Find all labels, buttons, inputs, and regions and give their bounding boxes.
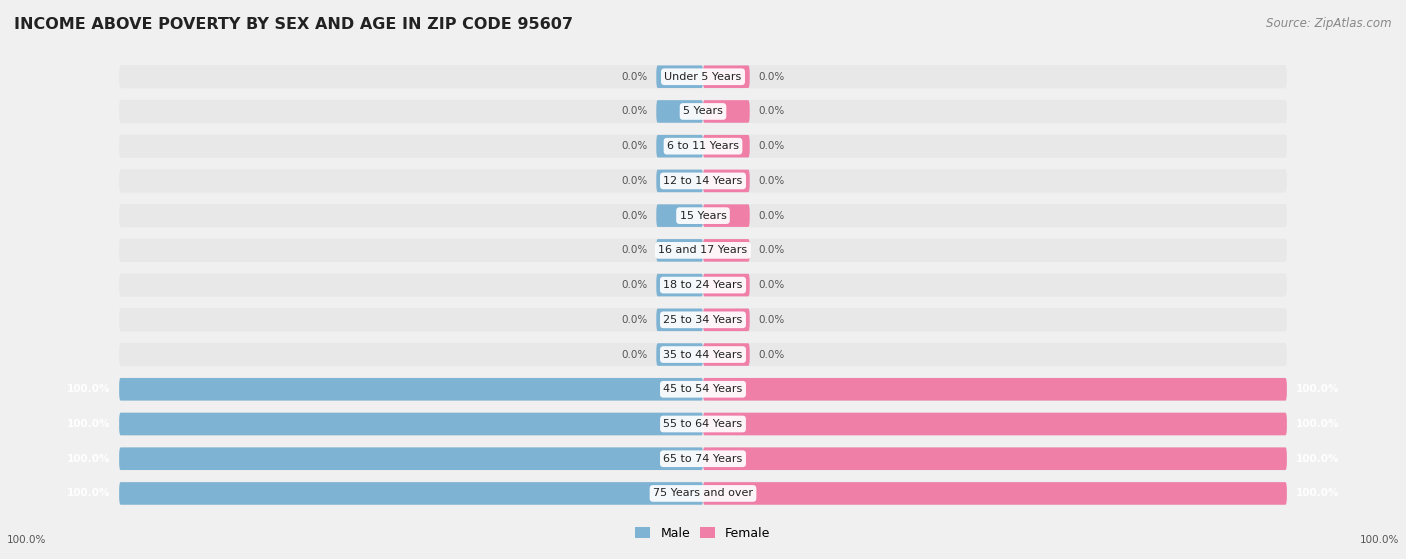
- FancyBboxPatch shape: [120, 308, 1286, 331]
- Text: Source: ZipAtlas.com: Source: ZipAtlas.com: [1267, 17, 1392, 30]
- Text: 15 Years: 15 Years: [679, 211, 727, 221]
- FancyBboxPatch shape: [120, 378, 1286, 401]
- Text: 0.0%: 0.0%: [621, 72, 648, 82]
- FancyBboxPatch shape: [703, 169, 749, 192]
- FancyBboxPatch shape: [657, 65, 703, 88]
- FancyBboxPatch shape: [120, 447, 703, 470]
- FancyBboxPatch shape: [703, 135, 749, 158]
- Text: 16 and 17 Years: 16 and 17 Years: [658, 245, 748, 255]
- Text: 0.0%: 0.0%: [621, 245, 648, 255]
- Text: 0.0%: 0.0%: [758, 245, 785, 255]
- Text: INCOME ABOVE POVERTY BY SEX AND AGE IN ZIP CODE 95607: INCOME ABOVE POVERTY BY SEX AND AGE IN Z…: [14, 17, 574, 32]
- Text: 6 to 11 Years: 6 to 11 Years: [666, 141, 740, 151]
- Text: 65 to 74 Years: 65 to 74 Years: [664, 454, 742, 464]
- Text: 100.0%: 100.0%: [67, 419, 111, 429]
- Text: 100.0%: 100.0%: [67, 489, 111, 499]
- Text: Under 5 Years: Under 5 Years: [665, 72, 741, 82]
- FancyBboxPatch shape: [703, 309, 749, 331]
- FancyBboxPatch shape: [657, 169, 703, 192]
- FancyBboxPatch shape: [703, 447, 1286, 470]
- Text: 18 to 24 Years: 18 to 24 Years: [664, 280, 742, 290]
- Text: 12 to 14 Years: 12 to 14 Years: [664, 176, 742, 186]
- Text: 35 to 44 Years: 35 to 44 Years: [664, 349, 742, 359]
- FancyBboxPatch shape: [120, 378, 703, 401]
- Text: 0.0%: 0.0%: [621, 106, 648, 116]
- Text: 0.0%: 0.0%: [758, 349, 785, 359]
- Text: 100.0%: 100.0%: [7, 535, 46, 545]
- FancyBboxPatch shape: [657, 274, 703, 296]
- FancyBboxPatch shape: [703, 482, 1286, 505]
- FancyBboxPatch shape: [703, 274, 749, 296]
- Text: 100.0%: 100.0%: [1295, 419, 1339, 429]
- FancyBboxPatch shape: [657, 343, 703, 366]
- Text: 0.0%: 0.0%: [621, 349, 648, 359]
- FancyBboxPatch shape: [120, 343, 1286, 366]
- FancyBboxPatch shape: [703, 65, 749, 88]
- FancyBboxPatch shape: [120, 482, 1286, 505]
- Text: 0.0%: 0.0%: [621, 315, 648, 325]
- Text: 75 Years and over: 75 Years and over: [652, 489, 754, 499]
- FancyBboxPatch shape: [703, 413, 1286, 435]
- Text: 100.0%: 100.0%: [1295, 454, 1339, 464]
- FancyBboxPatch shape: [703, 343, 749, 366]
- FancyBboxPatch shape: [657, 135, 703, 158]
- Text: 0.0%: 0.0%: [621, 176, 648, 186]
- Text: 0.0%: 0.0%: [621, 141, 648, 151]
- FancyBboxPatch shape: [657, 205, 703, 227]
- Text: 100.0%: 100.0%: [1295, 384, 1339, 394]
- FancyBboxPatch shape: [120, 100, 1286, 123]
- FancyBboxPatch shape: [703, 378, 1286, 401]
- FancyBboxPatch shape: [120, 204, 1286, 228]
- Text: 0.0%: 0.0%: [758, 315, 785, 325]
- FancyBboxPatch shape: [120, 413, 1286, 435]
- Text: 100.0%: 100.0%: [1360, 535, 1399, 545]
- Text: 0.0%: 0.0%: [621, 211, 648, 221]
- Legend: Male, Female: Male, Female: [630, 522, 776, 544]
- Text: 0.0%: 0.0%: [758, 141, 785, 151]
- FancyBboxPatch shape: [657, 309, 703, 331]
- FancyBboxPatch shape: [657, 239, 703, 262]
- FancyBboxPatch shape: [703, 239, 749, 262]
- Text: 0.0%: 0.0%: [758, 72, 785, 82]
- Text: 0.0%: 0.0%: [758, 106, 785, 116]
- FancyBboxPatch shape: [703, 205, 749, 227]
- FancyBboxPatch shape: [703, 100, 749, 123]
- Text: 55 to 64 Years: 55 to 64 Years: [664, 419, 742, 429]
- Text: 0.0%: 0.0%: [758, 176, 785, 186]
- FancyBboxPatch shape: [120, 273, 1286, 297]
- Text: 0.0%: 0.0%: [758, 211, 785, 221]
- FancyBboxPatch shape: [120, 135, 1286, 158]
- Text: 0.0%: 0.0%: [621, 280, 648, 290]
- Text: 25 to 34 Years: 25 to 34 Years: [664, 315, 742, 325]
- FancyBboxPatch shape: [657, 100, 703, 123]
- FancyBboxPatch shape: [120, 239, 1286, 262]
- Text: 100.0%: 100.0%: [1295, 489, 1339, 499]
- Text: 45 to 54 Years: 45 to 54 Years: [664, 384, 742, 394]
- FancyBboxPatch shape: [120, 413, 703, 435]
- Text: 100.0%: 100.0%: [67, 454, 111, 464]
- Text: 5 Years: 5 Years: [683, 106, 723, 116]
- Text: 100.0%: 100.0%: [67, 384, 111, 394]
- FancyBboxPatch shape: [120, 169, 1286, 192]
- FancyBboxPatch shape: [120, 482, 703, 505]
- FancyBboxPatch shape: [120, 65, 1286, 88]
- FancyBboxPatch shape: [120, 447, 1286, 470]
- Text: 0.0%: 0.0%: [758, 280, 785, 290]
